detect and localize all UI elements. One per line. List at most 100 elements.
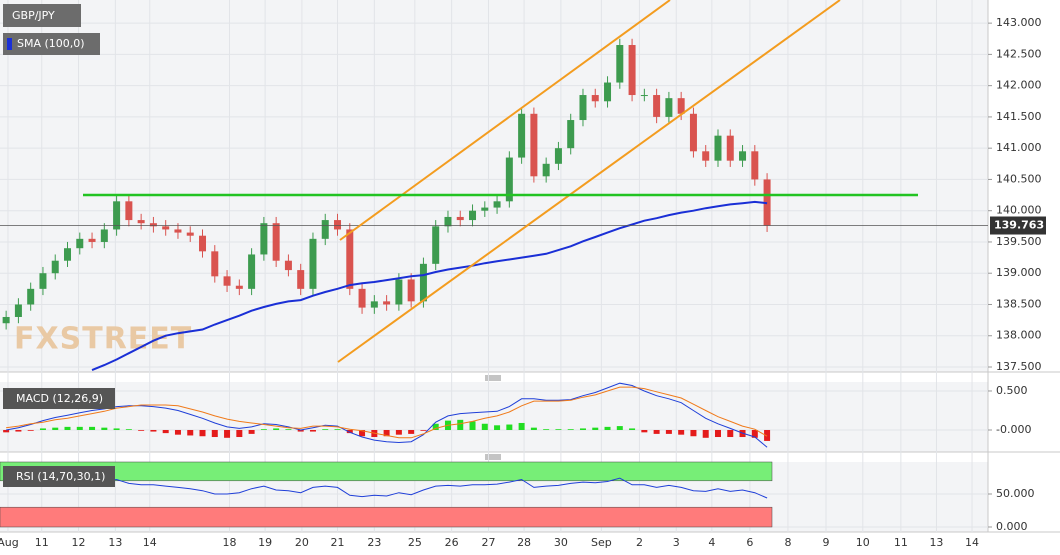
candle-body — [248, 254, 256, 289]
macd-histogram-bar — [420, 429, 427, 431]
x-tick-label: 30 — [554, 536, 568, 549]
macd-histogram-bar — [39, 428, 46, 430]
macd-histogram-bar — [260, 429, 267, 430]
macd-histogram-bar — [187, 429, 194, 436]
candle-body — [100, 229, 108, 242]
candle-body — [653, 95, 661, 117]
macd-histogram-bar — [89, 426, 96, 430]
candle-body — [689, 113, 697, 152]
macd-histogram-bar — [224, 429, 231, 438]
resize-handle[interactable] — [485, 375, 501, 381]
macd-histogram-bar — [665, 429, 672, 434]
macd-label[interactable]: MACD (12,26,9) — [16, 392, 103, 405]
x-tick-label: 18 — [223, 536, 237, 549]
macd-histogram-bar — [641, 429, 648, 433]
candle-body — [591, 95, 599, 102]
legend-box[interactable] — [3, 33, 100, 55]
macd-histogram-bar — [764, 429, 771, 441]
y-tick-label: 143.000 — [996, 16, 1042, 29]
macd-histogram-bar — [604, 426, 611, 430]
macd-histogram-bar — [150, 429, 157, 432]
macd-histogram-bar — [432, 423, 439, 430]
macd-histogram-bar — [113, 428, 120, 430]
macd-histogram-bar — [383, 429, 390, 437]
candle-body — [628, 45, 636, 96]
y-tick-label: 141.000 — [996, 141, 1042, 154]
macd-histogram-bar — [322, 429, 329, 430]
macd-histogram-bar — [15, 429, 22, 432]
y-tick-label: 139.500 — [996, 235, 1042, 248]
candle-body — [604, 82, 612, 102]
candle-body — [456, 216, 464, 221]
macd-histogram-bar — [64, 426, 71, 430]
macd-histogram-bar — [518, 422, 525, 430]
candle-body — [444, 216, 452, 227]
macd-histogram-bar — [690, 429, 697, 437]
candle-body — [113, 201, 121, 230]
candle-body — [88, 238, 96, 242]
macd-histogram-bar — [543, 429, 550, 430]
macd-histogram-bar — [52, 427, 59, 430]
macd-histogram-bar — [616, 426, 623, 430]
y-tick-label: 142.500 — [996, 47, 1042, 60]
candle-body — [321, 220, 329, 239]
macd-histogram-bar — [702, 429, 709, 438]
x-tick-label: 26 — [445, 536, 459, 549]
candle-body — [14, 304, 22, 317]
macd-histogram-bar — [530, 427, 537, 430]
candle-body — [162, 226, 170, 230]
candle-body — [186, 232, 194, 236]
candle-body — [235, 285, 243, 289]
macd-box[interactable] — [3, 388, 115, 409]
candle-body — [370, 301, 378, 308]
candle-body — [505, 157, 513, 202]
watermark: FXSTREET — [14, 322, 192, 357]
candle-body — [419, 263, 427, 302]
candle-body — [125, 201, 133, 221]
macd-histogram-bar — [678, 429, 685, 435]
candle-body — [64, 248, 72, 261]
macd-histogram-bar — [592, 427, 599, 430]
x-tick-label: 14 — [965, 536, 979, 549]
resize-handle[interactable] — [485, 454, 501, 460]
line — [6, 477, 768, 499]
macd-histogram-bar — [653, 429, 660, 434]
x-tick-label: 11 — [894, 536, 908, 549]
macd-histogram-bar — [457, 419, 464, 430]
candle-body — [726, 135, 734, 161]
bands — [0, 461, 773, 528]
last-price-box — [990, 216, 1046, 235]
line — [91, 200, 768, 372]
candle-body — [174, 229, 182, 233]
legend-label[interactable]: SMA (100,0) — [17, 37, 85, 50]
candle-body — [530, 113, 538, 177]
candle-body — [260, 223, 268, 255]
macd-histogram-bar — [101, 427, 108, 430]
x-tick-label: 20 — [295, 536, 309, 549]
macd-histogram-bar — [211, 429, 218, 438]
macd-histogram-bar — [309, 429, 316, 432]
grid — [0, 0, 988, 532]
macd-histogram-bar — [469, 421, 476, 430]
x-tick-label: 28 — [517, 536, 531, 549]
candle-body — [334, 220, 342, 230]
candle-body — [739, 151, 747, 161]
candle-body — [272, 223, 280, 261]
last-price-label: 139.763 — [994, 219, 1044, 232]
candle-body — [665, 98, 673, 117]
x-tick-label: Aug — [0, 536, 19, 549]
x-tick-label: 11 — [35, 536, 49, 549]
y-tick-label: 137.500 — [996, 360, 1042, 373]
rsi-label[interactable]: RSI (14,70,30,1) — [16, 470, 105, 483]
x-tick-label: 13 — [929, 536, 943, 549]
candle-body — [407, 279, 415, 302]
x-tick-label: 10 — [856, 536, 870, 549]
candle-body — [149, 223, 157, 227]
y-tick-label: 0.000 — [996, 520, 1028, 533]
macd-histogram-bar — [138, 429, 145, 431]
line — [6, 386, 768, 439]
x-tick-label: 12 — [72, 536, 86, 549]
rsi-box[interactable] — [3, 466, 115, 487]
candle-body — [309, 238, 317, 289]
